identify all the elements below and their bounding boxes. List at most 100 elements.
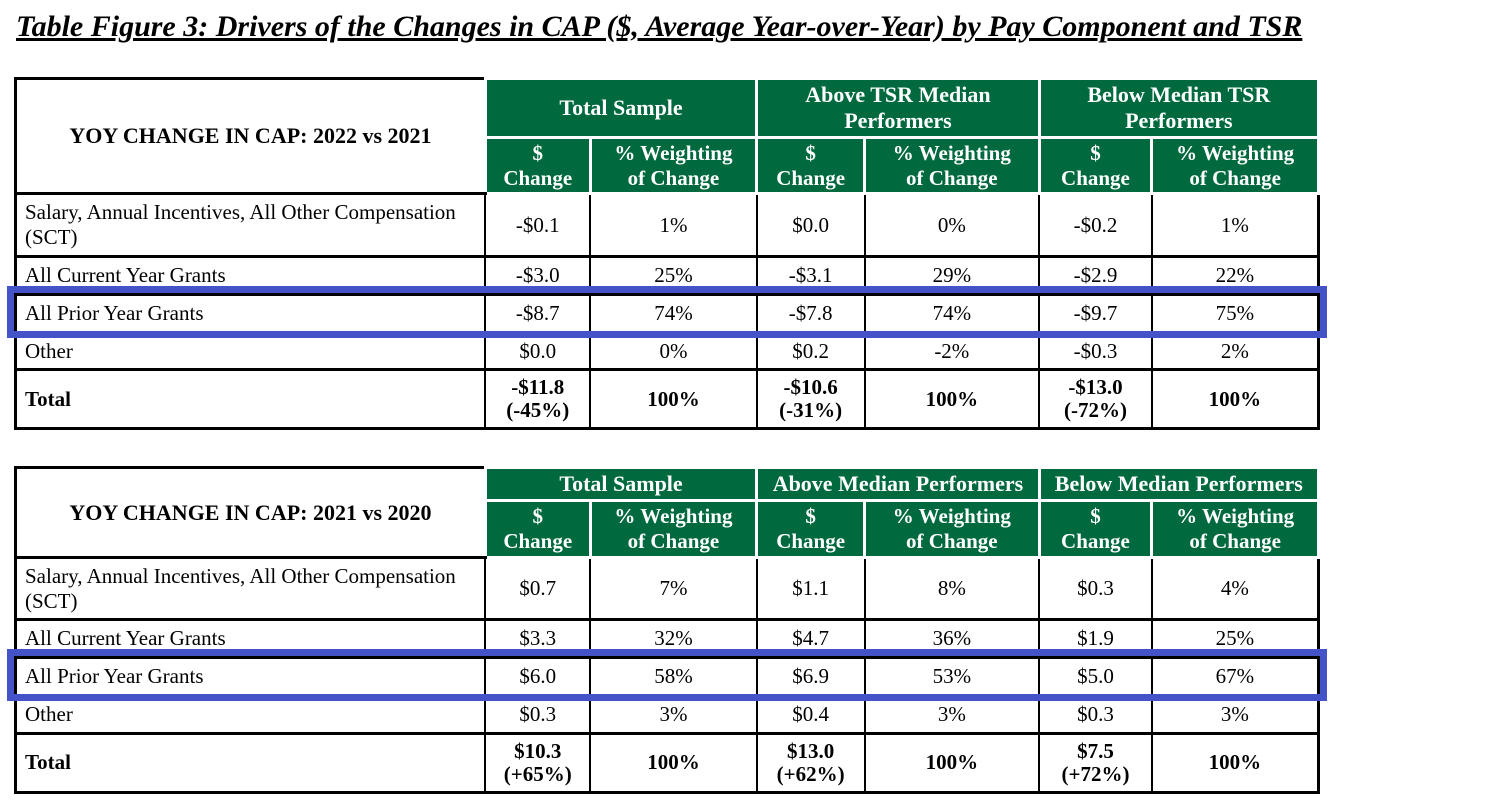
value-cell: $6.0 [484,656,592,697]
table-row: Total $10.3 (+65%) 100% $13.0 (+62%) 100% $7.5(… [14,731,1320,794]
value-cell: 32% [589,618,758,660]
value-cell: 67% [1150,656,1320,697]
value-cell: -$2.9 [1038,254,1153,296]
group-header-row: YOY CHANGE IN CAP: 2021 vs 2020 Total Sam… [14,466,1321,559]
value-cell: 3% [863,694,1041,735]
value-cell: 74% [863,292,1041,334]
value-cell: 0% [863,192,1041,258]
group-header: Total Sample [483,77,759,139]
table-row: All Current Year Grants -$3.0 25% -$3.1 29% -… [14,254,1320,296]
group-header-row: YOY CHANGE IN CAP: 2022 vs 2021 Total Sam… [14,76,1321,196]
group-header: Above TSR Median Performers [755,77,1041,139]
value-cell: $0.3 [484,694,592,735]
table-row: Other $0.0 0% $0.2 -2% -$0.3 2% [14,330,1320,372]
yoy-table-2021-vs-2020: YOY CHANGE IN CAP: 2021 vs 2020 Total Sam… [7,466,1327,794]
value-cell: 22% [1150,254,1320,296]
row-label: All Prior Year Grants [14,656,487,697]
value-cell: $10.3 (+65%) [484,731,592,794]
row-label: All Current Year Grants [14,254,487,296]
group-header: Below Median TSR Performers [1037,77,1321,139]
table-row: All Current Year Grants $3.3 32% $4.7 36% $1.… [14,618,1320,660]
value-cell: 100% [589,731,758,794]
yoy-table-2022-vs-2021: YOY CHANGE IN CAP: 2022 vs 2021 Total Sam… [7,76,1327,431]
value-cell: -$9.7 [1038,292,1153,334]
value-cell: 8% [863,555,1041,622]
column-header: % Weighting of Change [1150,499,1320,559]
value-cell: 100% [863,368,1041,431]
column-header: $ Change [1037,499,1154,559]
value-cell: 25% [1150,618,1320,660]
row-label: Total [14,368,487,431]
column-header: $ Change [1037,135,1154,196]
value-cell: 74% [589,292,758,334]
value-cell: 75% [1150,292,1320,334]
value-cell: 36% [863,618,1041,660]
group-header: Below Median Performers [1037,466,1321,503]
value-cell: 53% [863,656,1041,697]
value-cell: 4% [1150,555,1320,622]
value-cell: 25% [589,254,758,296]
value-cell: 3% [1150,694,1320,735]
value-cell: -$0.1 [484,192,592,258]
value-cell: 0% [589,330,758,372]
table-corner-label: YOY CHANGE IN CAP: 2021 vs 2020 [14,466,487,559]
value-cell: 3% [589,694,758,735]
value-cell: 100% [863,731,1041,794]
value-cell: $0.3 [1038,694,1153,735]
value-cell: $3.3 [484,618,592,660]
column-header: % Weighting of Change [863,135,1041,196]
value-cell: 1% [1150,192,1320,258]
table-row: All Prior Year Grants -$8.7 74% -$7.8 74% -$9… [14,292,1320,334]
value-cell: -$0.3 [1038,330,1153,372]
value-cell: -$3.0 [484,254,592,296]
column-header: % Weighting of Change [588,499,759,559]
table-row: Other $0.3 3% $0.4 3% $0.3 3% [14,694,1320,735]
row-label: All Prior Year Grants [14,292,487,334]
value-cell: -$10.6 (-31%) [755,368,866,431]
value-cell: 100% [1150,368,1320,431]
value-cell: $5.0 [1038,656,1153,697]
table-row: Salary, Annual Incentives, All Other Com… [14,192,1320,258]
value-cell: $0.7 [484,555,592,622]
value-cell: 58% [589,656,758,697]
value-cell: $0.3 [1038,555,1153,622]
value-cell: $0.0 [484,330,592,372]
value-cell: $6.9 [755,656,866,697]
value-cell: -$13.0 (-72%) [1038,368,1153,431]
subheader-row: $ Change% Weighting of Change $ Change% Weig… [16,135,1320,196]
column-header: $ Change [755,135,867,196]
row-label: Total [14,731,487,794]
value-cell: $1.1 [755,555,866,622]
value-cell: $1.9 [1038,618,1153,660]
data-table: YOY CHANGE IN CAP: 2022 vs 2021 Total Sam… [14,76,1321,431]
value-cell: $4.7 [755,618,866,660]
value-cell: $13.0 (+62%) [755,731,866,794]
value-cell: -2% [863,330,1041,372]
value-cell: -$0.2 [1038,192,1153,258]
row-label: Other [14,330,487,372]
value-cell: $7.5 (+72%) [1038,731,1153,794]
value-cell: 29% [863,254,1041,296]
row-label: All Current Year Grants [14,618,487,660]
value-cell: 100% [1150,731,1320,794]
value-cell: -$8.7 [484,292,592,334]
data-table: YOY CHANGE IN CAP: 2021 vs 2020 Total Sam… [14,466,1321,794]
value-cell: 2% [1150,330,1320,372]
value-cell: $0.0 [755,192,866,258]
column-header: % Weighting of Change [1150,135,1320,196]
table-row: Salary, Annual Incentives, All Other Com… [14,555,1320,622]
column-header: % Weighting of Change [863,499,1041,559]
row-label: Salary, Annual Incentives, All Other Com… [14,555,487,622]
subheader-row: $ Change% Weighting of Change $ Change% Weig… [16,499,1320,559]
group-header: Above Median Performers [755,466,1041,503]
value-cell: $0.4 [755,694,866,735]
column-header: $ Change [755,499,867,559]
value-cell: -$7.8 [755,292,866,334]
value-cell: -$11.8 (-45%) [484,368,592,431]
column-header: $ Change [483,499,592,559]
value-cell: $0.2 [755,330,866,372]
table-row: All Prior Year Grants $6.0 58% $6.9 53% $5.0 6… [14,656,1320,697]
table-row: Total -$11.8 (-45%) 100% -$10.6 (-31%) 100% -$1… [14,368,1320,431]
value-cell: 100% [589,368,758,431]
figure-title: Table Figure 3: Drivers of the Changes i… [16,10,1303,43]
